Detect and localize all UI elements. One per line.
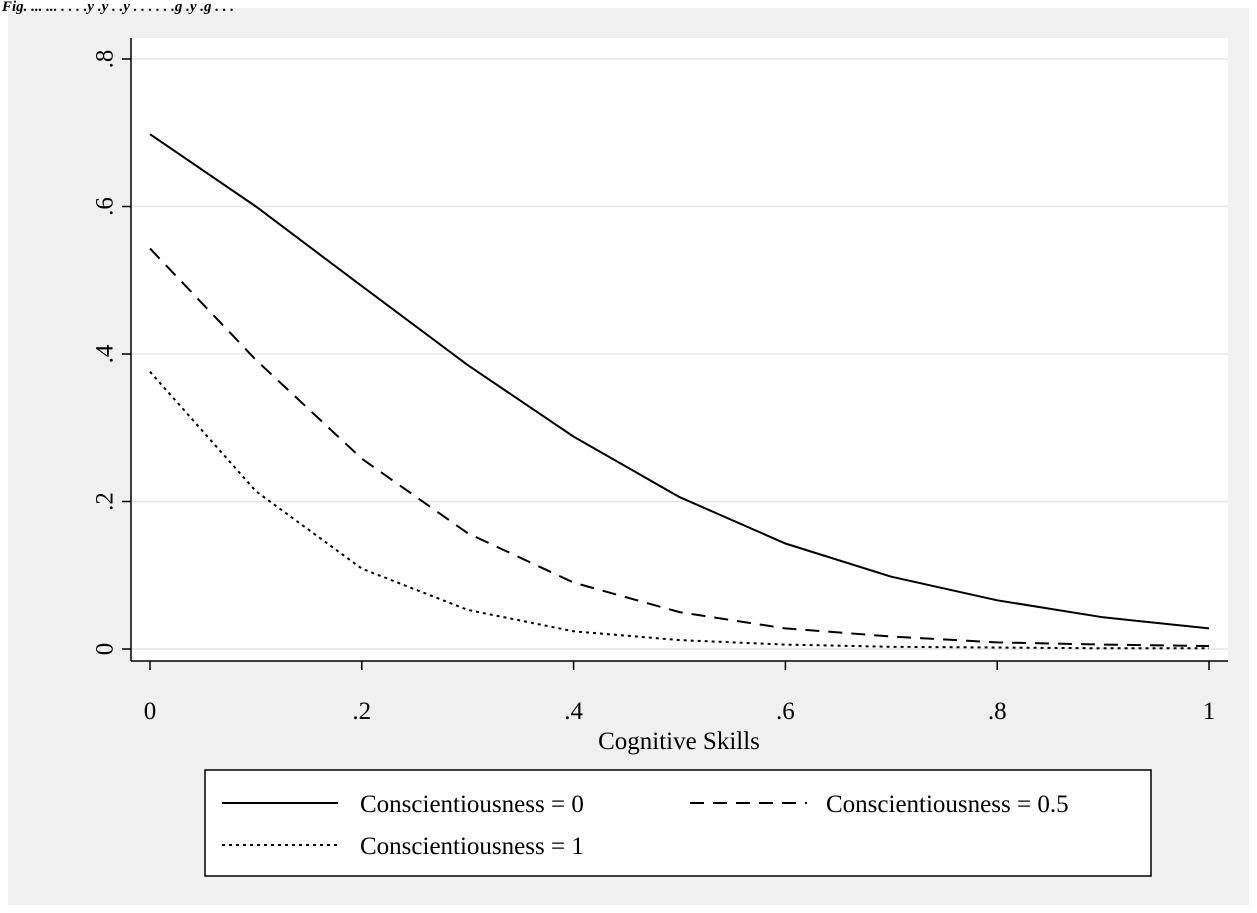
legend-label-c0: Conscientiousness = 0 <box>360 791 584 818</box>
figure-header-fragment: Fig. ... ... . . . .y .y . .y . . . . . … <box>1 0 234 15</box>
x-tick-label-0: 0 <box>144 698 157 725</box>
legend-label-c05: Conscientiousness = 0.5 <box>826 791 1069 818</box>
gridlines <box>131 58 1228 650</box>
x-tick-label-2: .4 <box>564 698 583 725</box>
x-tick-label-5: 1 <box>1203 698 1216 725</box>
y-tick-label-3: .6 <box>92 197 119 216</box>
axes <box>130 38 1228 662</box>
x-tick-label-1: .2 <box>352 698 371 725</box>
y-tick-label-0: 0 <box>92 643 119 656</box>
x-tick-label-3: .6 <box>776 698 795 725</box>
y-tick-label-1: .2 <box>92 492 119 511</box>
y-tick-label-2: .4 <box>92 344 119 363</box>
legend: Conscientiousness = 0 Conscientiousness … <box>204 769 1152 877</box>
legend-box <box>204 769 1152 877</box>
x-tick-label-4: .8 <box>988 698 1007 725</box>
x-axis-title: Cognitive Skills <box>598 728 760 755</box>
series-line-1 <box>149 247 1210 647</box>
ticks: 0 .2 .4 .6 .8 1 0 .2 .4 .6 .8 <box>92 50 1216 725</box>
series-line-0 <box>149 133 1210 630</box>
legend-label-c1: Conscientiousness = 1 <box>360 833 584 860</box>
y-tick-label-4: .8 <box>92 50 119 69</box>
series-line-2 <box>149 371 1209 650</box>
series-lines <box>149 133 1210 650</box>
plot-area <box>131 38 1228 661</box>
